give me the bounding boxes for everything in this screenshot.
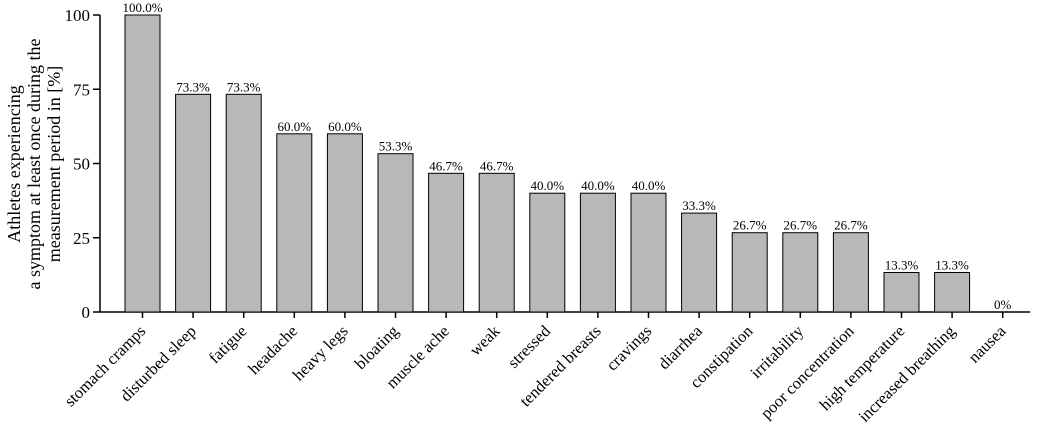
category-label: weak xyxy=(465,321,504,360)
bar xyxy=(883,271,920,313)
bar xyxy=(832,232,869,313)
data-label: 60.0% xyxy=(278,119,312,134)
y-axis-label-line-3: measurement period in [%] xyxy=(44,66,64,262)
bar xyxy=(428,172,465,313)
data-label: 33.3% xyxy=(682,198,716,213)
bar xyxy=(529,192,566,313)
data-labels: 100.0% 73.3% 73.3% 60.0% 60.0% 53.3% 46.7% 46.7… xyxy=(122,0,1011,312)
data-label: 46.7% xyxy=(429,158,463,173)
category-label: stressed xyxy=(504,321,555,372)
bars xyxy=(124,14,971,313)
y-axis-label-line-2: a symptom at least once during the xyxy=(24,39,44,290)
bar xyxy=(124,14,161,313)
bar xyxy=(579,192,616,313)
data-label: 46.7% xyxy=(480,158,514,173)
bar xyxy=(478,172,515,313)
data-label: 40.0% xyxy=(581,178,615,193)
category-label: fatigue xyxy=(205,321,251,367)
category-label: heavy legs xyxy=(289,321,352,384)
data-label: 13.3% xyxy=(885,257,919,272)
bar xyxy=(934,271,971,313)
data-label: 73.3% xyxy=(227,79,261,94)
y-axis-label-line-1: Athletes experiencing xyxy=(4,85,24,242)
bar xyxy=(630,192,667,313)
bar xyxy=(276,133,313,313)
y-tick-label: 25 xyxy=(73,229,90,248)
category-label: cravings xyxy=(602,321,655,374)
bar xyxy=(175,93,212,313)
y-tick-label: 75 xyxy=(73,80,90,99)
bar xyxy=(681,212,718,313)
y-axis: 0 25 50 75 100 xyxy=(65,6,101,322)
data-label: 60.0% xyxy=(328,119,362,134)
y-axis-label: Athletes experiencing a symptom at least… xyxy=(4,39,64,290)
data-label: 26.7% xyxy=(733,218,767,233)
data-label: 26.7% xyxy=(784,218,818,233)
data-label: 26.7% xyxy=(834,218,868,233)
category-label: nausea xyxy=(964,321,1010,367)
data-label: 0% xyxy=(994,297,1012,312)
bar xyxy=(225,93,262,313)
y-tick-label: 100 xyxy=(65,6,91,25)
data-label: 40.0% xyxy=(632,178,666,193)
data-label: 40.0% xyxy=(531,178,565,193)
data-label: 53.3% xyxy=(379,139,413,154)
data-label: 100.0% xyxy=(122,0,162,15)
data-label: 73.3% xyxy=(176,79,210,94)
x-axis xyxy=(100,311,1031,318)
category-label: poor concentration xyxy=(756,321,857,422)
category-label: increased breathing xyxy=(854,321,958,425)
bar xyxy=(326,133,363,313)
data-label: 13.3% xyxy=(935,257,969,272)
bar xyxy=(377,153,414,313)
bar xyxy=(782,232,819,313)
y-tick-label: 50 xyxy=(73,155,90,174)
y-tick-label: 0 xyxy=(82,303,91,322)
bar xyxy=(731,232,768,313)
